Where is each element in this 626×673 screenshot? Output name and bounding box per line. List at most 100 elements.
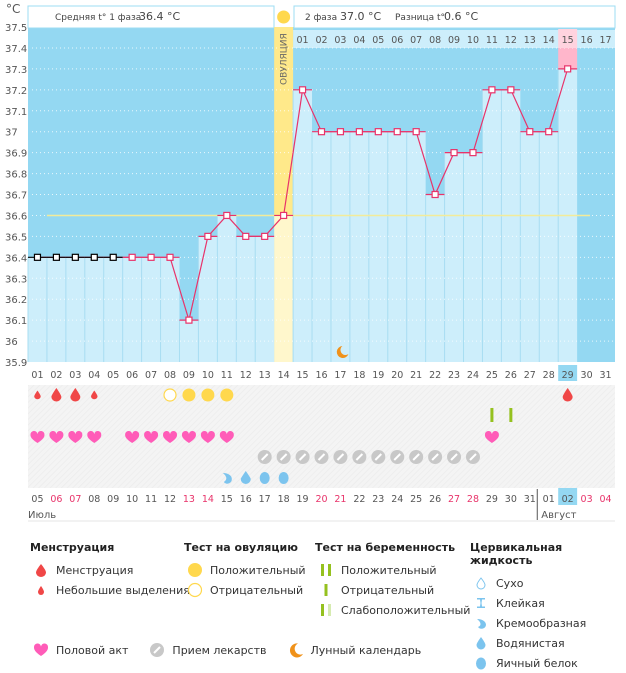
cycle-day-label: 26: [505, 370, 517, 381]
calendar-date-label: 28: [467, 494, 479, 505]
calendar-date-label: 29: [486, 494, 498, 505]
temperature-point: [374, 128, 382, 136]
cycle-day-label: 19: [372, 370, 384, 381]
phase2-day-label: 10: [467, 35, 479, 46]
temperature-point: [393, 128, 401, 136]
symbol-rows-background: [28, 385, 615, 488]
cycle-day-label: 02: [50, 370, 62, 381]
pill-stripe: [374, 453, 383, 461]
heart-icon: [181, 430, 196, 443]
legend-label: Менструация: [56, 563, 134, 577]
legend-label: Кремообразная: [496, 616, 587, 630]
cycle-day-label: 17: [334, 370, 346, 381]
eggwhite-icon: [259, 472, 270, 484]
sun-outline-icon: [184, 582, 206, 598]
cycle-day-label: 06: [126, 370, 138, 381]
calendar-date-label: 04: [599, 494, 611, 505]
cycle-day-label: 13: [259, 370, 271, 381]
calendar-date-label: 26: [429, 494, 441, 505]
temp-bar: [65, 257, 85, 362]
calendar-date-label: 15: [221, 494, 233, 505]
blood-drop-icon: [70, 388, 81, 402]
cycle-day-label: 14: [278, 370, 290, 381]
temperature-point: [545, 128, 553, 136]
y-tick-label: 36: [5, 337, 18, 348]
cycle-day-label: 01: [31, 370, 43, 381]
temperature-point: [355, 128, 363, 136]
temp-bar: [406, 131, 426, 362]
calendar-date-label: 30: [505, 494, 517, 505]
legend-item: Отрицательный: [184, 580, 306, 600]
temperature-point: [469, 149, 477, 157]
calendar-date-label: 31: [524, 494, 536, 505]
legend-title: Менструация: [30, 541, 115, 554]
legend-item: Прием лекарств: [146, 640, 267, 660]
cycle-day-label: 28: [543, 370, 555, 381]
cycle-day-label: 04: [88, 370, 100, 381]
sun-filled-icon: [220, 388, 234, 402]
sun-filled-icon: [201, 388, 215, 402]
temp-bar: [349, 131, 369, 362]
legend-item: Яичный белок: [470, 653, 626, 673]
heart-icon: [144, 430, 159, 443]
highlight-day-cell: [558, 29, 578, 48]
legend-item: Сухо: [470, 573, 626, 593]
calendar-date-label: 22: [353, 494, 365, 505]
phase2-day-label: 11: [486, 35, 498, 46]
legend-item: Водянистая: [470, 633, 626, 653]
y-tick-label: 37.1: [5, 107, 27, 118]
temperature-point: [185, 316, 193, 324]
cycle-day-label: 11: [221, 370, 233, 381]
legend-label: Яичный белок: [496, 656, 578, 670]
small-drop-icon: [30, 582, 52, 598]
phase2-day-label: 03: [334, 35, 346, 46]
cycle-day-label: 10: [202, 370, 214, 381]
y-tick-label: 36.3: [5, 274, 27, 285]
cycle-day-label: 25: [486, 370, 498, 381]
y-tick-label: 36.2: [5, 295, 27, 306]
pill-stripe: [336, 453, 345, 461]
calendar-date-label: 19: [297, 494, 309, 505]
heart-icon: [162, 430, 178, 443]
phase2-day-label: 04: [353, 35, 365, 46]
bbt-chart: °C Средняя t° 1 фаза 36.4 °C 2 фаза 37.0…: [5, 2, 616, 522]
legend-label: Сухо: [496, 576, 524, 590]
y-tick-label: 36.4: [5, 253, 27, 264]
heart-icon: [87, 430, 102, 443]
legend-title: Тест на овуляцию: [184, 541, 298, 554]
cycle-day-label: 23: [448, 370, 460, 381]
heart-icon: [30, 430, 45, 443]
cycle-day-label: 31: [599, 370, 611, 381]
calendar-date-label: 20: [315, 494, 327, 505]
pill-stripe: [260, 453, 269, 461]
pill-stripe: [317, 453, 326, 461]
legend-label: Половой акт: [56, 643, 129, 657]
legend-item: Положительный: [184, 560, 306, 580]
single-bar-icon: [509, 408, 513, 422]
temperature-point: [488, 86, 496, 94]
temperature-point: [33, 253, 42, 261]
watery-drop-icon: [240, 471, 251, 484]
temp-bar: [122, 257, 142, 362]
legend-label: Лунный календарь: [310, 643, 422, 657]
temp-bar: [84, 257, 104, 362]
y-tick-label: 37.4: [5, 44, 27, 55]
pill-stripe: [412, 453, 420, 461]
blood-drop-icon: [51, 388, 62, 402]
diff-label: Разница t°: [395, 13, 445, 23]
calendar-date-label: 03: [581, 494, 593, 505]
temp-bar: [274, 215, 294, 362]
pill-stripe: [393, 453, 401, 461]
cycle-day-label: 27: [524, 370, 536, 381]
heart-icon: [68, 430, 83, 443]
pill-stripe: [431, 453, 439, 461]
temp-bar: [103, 257, 123, 362]
watery-drop-icon: [470, 635, 492, 651]
diff-value: 0.6 °C: [444, 10, 478, 23]
creamy-icon: [222, 473, 232, 484]
cycle-day-label: 12: [240, 370, 252, 381]
header-summary: Средняя t° 1 фаза 36.4 °C 2 фаза 37.0 °C…: [27, 5, 616, 29]
cycle-day-label: 22: [429, 370, 441, 381]
cycle-day-label: 15: [297, 370, 309, 381]
temp-bar: [293, 89, 313, 362]
